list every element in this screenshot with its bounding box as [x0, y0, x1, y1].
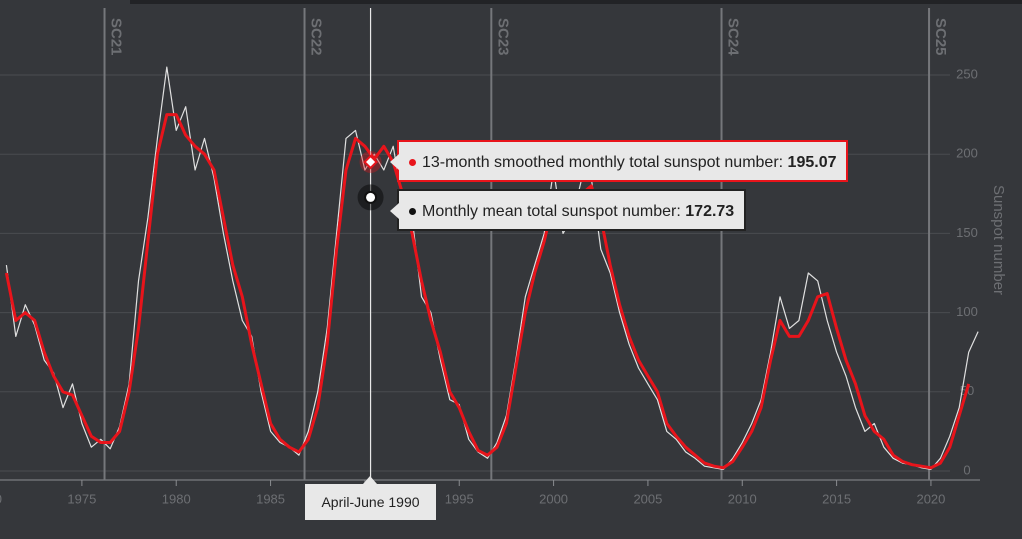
y-tick-label: 150 — [956, 225, 978, 240]
x-tick-label: 1985 — [256, 491, 285, 506]
monthly-marker — [364, 190, 378, 204]
cycle-label: SC24 — [725, 18, 742, 56]
tooltip-value: 195.07 — [787, 154, 837, 171]
y-tick-label: 0 — [963, 462, 970, 477]
tooltip-monthly: Monthly mean total sunspot number: 172.7… — [390, 189, 747, 231]
y-tick-label: 250 — [956, 66, 978, 81]
x-tick-label: 2005 — [633, 491, 662, 506]
cycle-label: SC22 — [308, 18, 325, 56]
top-bar — [130, 0, 1022, 4]
cycle-label: SC21 — [108, 18, 125, 56]
date-tooltip: April-June 1990 — [305, 476, 436, 520]
x-tick-label: 2010 — [728, 491, 757, 506]
tooltip-value: 172.73 — [685, 203, 735, 220]
y-tick-label: 200 — [956, 146, 978, 161]
x-tick-label: 1975 — [67, 491, 96, 506]
x-tick-label: 1995 — [445, 491, 474, 506]
x-tick-label: 1970 — [0, 491, 2, 506]
series-line — [4, 113, 971, 470]
date-label: April-June 1990 — [321, 494, 420, 510]
cycle-label: SC23 — [494, 18, 511, 56]
x-tick-label: 2000 — [539, 491, 568, 506]
x-tick-label: 1980 — [162, 491, 191, 506]
x-tick-label: 2015 — [822, 491, 851, 506]
y-axis-label: Sunspot number — [990, 185, 1007, 295]
tooltip-label: 13-month smoothed monthly total sunspot … — [422, 154, 784, 171]
cycle-label: SC25 — [932, 18, 949, 56]
smoothed-marker — [363, 154, 378, 170]
y-tick-label: 100 — [956, 304, 978, 319]
x-tick-label: 2020 — [916, 491, 945, 506]
tooltip-smoothed: 13-month smoothed monthly total sunspot … — [390, 140, 849, 182]
tooltip-label: Monthly mean total sunspot number: — [422, 203, 681, 220]
